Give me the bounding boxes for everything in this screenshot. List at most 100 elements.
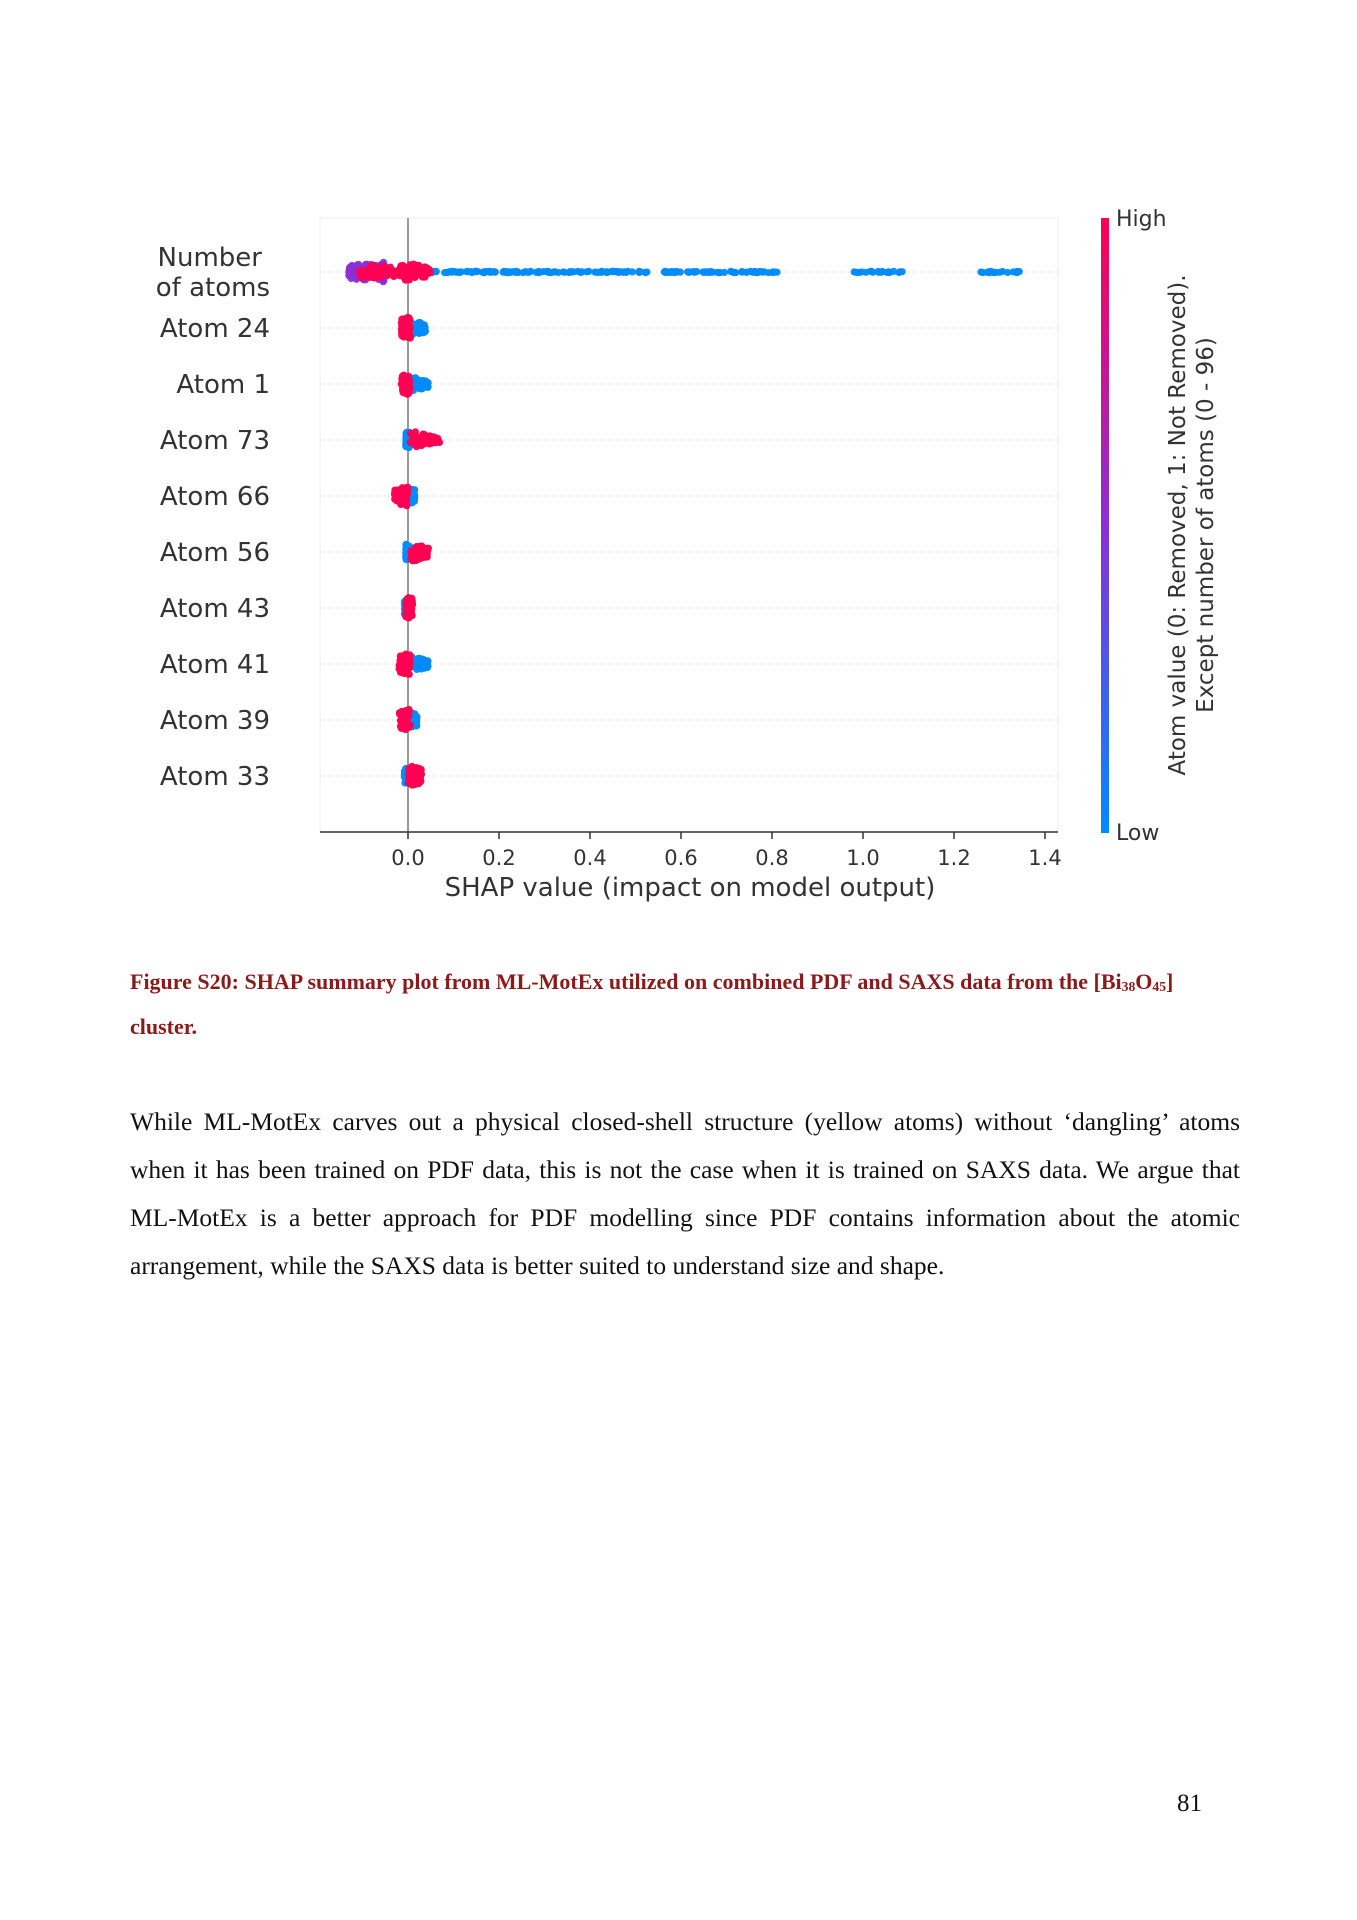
shap-point <box>397 489 405 497</box>
shap-point <box>758 268 767 276</box>
caption-subscript-45: 45 <box>1152 979 1167 995</box>
shap-point <box>396 652 404 660</box>
shap-point <box>397 718 405 726</box>
shap-point <box>635 267 643 275</box>
x-axis: 0.0 0.2 0.4 0.6 0.8 1.0 1.2 1.4 <box>320 831 1062 870</box>
body-paragraph: While ML-MotEx carves out a physical clo… <box>130 1107 1240 1280</box>
shap-point <box>421 263 429 271</box>
shap-point <box>738 268 746 276</box>
shap-point <box>716 269 724 277</box>
shap-point <box>405 723 413 731</box>
shap-point <box>996 268 1004 276</box>
shap-point <box>545 268 553 276</box>
shap-point <box>979 269 987 277</box>
shap-point <box>355 261 363 269</box>
shap-point <box>411 441 419 449</box>
x-tick-label: 0.0 <box>391 846 424 870</box>
shap-point <box>441 269 449 277</box>
shap-point <box>574 267 582 275</box>
shap-point <box>412 715 420 723</box>
colorbar-label-line-1: Atom value (0: Removed, 1: Not Removed). <box>1165 274 1191 775</box>
shap-point <box>598 267 606 275</box>
feature-label: Number of atoms <box>156 243 270 303</box>
shap-point <box>347 266 355 274</box>
x-tick-label: 0.8 <box>755 846 788 870</box>
feature-label: Atom 73 <box>160 426 270 456</box>
shap-point <box>361 273 369 281</box>
shap-point <box>404 598 413 606</box>
shap-point <box>855 268 863 277</box>
feature-label: Atom 41 <box>160 650 270 680</box>
shap-point <box>412 378 420 386</box>
shap-point <box>420 549 428 558</box>
x-tick-label: 0.4 <box>573 846 606 870</box>
shap-point <box>448 268 456 276</box>
shap-point <box>401 276 410 284</box>
shap-point <box>467 268 475 276</box>
shap-summary-figure: Number of atoms Atom 24 Atom 1 Atom 73 Atom 6… <box>156 207 1219 903</box>
shap-point <box>347 274 355 282</box>
shap-point <box>374 270 382 278</box>
caption-oxygen: O <box>1135 969 1153 994</box>
feature-label: Atom 56 <box>160 538 270 568</box>
shap-point <box>404 265 412 273</box>
plot-area <box>319 217 1059 833</box>
shap-point <box>404 656 412 664</box>
shap-point <box>989 268 997 276</box>
shap-point <box>728 268 737 276</box>
shap-point <box>407 764 415 772</box>
shap-point <box>421 438 429 446</box>
x-tick-label: 1.2 <box>937 846 970 870</box>
caption-subscript-38: 38 <box>1121 979 1136 995</box>
shap-point <box>403 607 411 615</box>
shap-point <box>665 268 673 276</box>
feature-label-line: Number <box>158 243 263 273</box>
shap-point <box>387 269 395 277</box>
shap-point <box>1004 268 1012 277</box>
shap-point <box>399 389 407 397</box>
shap-point <box>405 372 413 380</box>
shap-point <box>585 267 593 275</box>
shap-point <box>401 500 409 508</box>
shap-point <box>479 268 487 276</box>
shap-point <box>550 268 558 276</box>
shap-point <box>628 268 636 276</box>
shap-point <box>397 724 405 732</box>
shap-point <box>399 327 407 335</box>
shap-point <box>568 268 576 276</box>
feature-label-line: of atoms <box>156 273 270 303</box>
x-tick-label: 1.0 <box>846 846 879 870</box>
caption-tail: ] cluster. <box>130 969 1174 1040</box>
figure-caption: Figure S20: SHAP summary plot from ML-Mo… <box>130 962 1240 1047</box>
page-number: 81 <box>1177 1790 1202 1817</box>
feature-label: Atom 43 <box>160 594 270 624</box>
shap-point <box>672 268 680 276</box>
shap-point <box>400 270 408 278</box>
shap-point <box>367 264 376 272</box>
shap-point <box>503 268 511 276</box>
colorbar: High Low Atom value (0: Removed, 1: Not … <box>1101 207 1219 846</box>
shap-point <box>416 267 424 275</box>
shap-point <box>411 435 419 443</box>
shap-point <box>402 663 410 671</box>
shap-point <box>878 268 887 276</box>
shap-point <box>410 487 418 495</box>
feature-label: Atom 1 <box>176 370 270 400</box>
shap-point <box>749 268 757 276</box>
shap-point <box>424 658 432 666</box>
shap-point <box>890 267 898 275</box>
x-tick-label: 0.6 <box>664 846 697 870</box>
shap-point <box>591 268 599 276</box>
shap-point <box>685 268 693 276</box>
shap-point <box>485 268 493 276</box>
shap-point <box>409 551 417 560</box>
feature-label: Atom 33 <box>160 762 270 792</box>
shap-point <box>709 268 717 276</box>
shap-point <box>421 323 429 331</box>
shap-point <box>514 268 523 277</box>
shap-point <box>357 267 365 275</box>
x-tick-label: 1.4 <box>1028 846 1061 870</box>
colorbar-gradient <box>1101 218 1109 833</box>
shap-point <box>764 269 773 277</box>
x-axis-label: SHAP value (impact on model output) <box>445 873 936 903</box>
